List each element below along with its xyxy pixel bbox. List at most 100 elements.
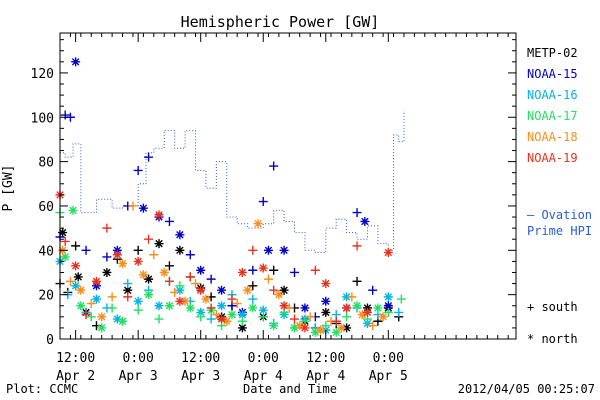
data-point-metp-02 <box>102 267 112 277</box>
data-point-noaa-19 <box>352 241 362 251</box>
data-point-metp-02 <box>58 228 68 238</box>
data-point-noaa-19 <box>300 323 310 333</box>
data-point-noaa-15 <box>71 57 81 67</box>
data-point-noaa-18 <box>159 267 169 277</box>
legend-ovation-line1: — Ovation <box>527 208 592 222</box>
data-point-metp-02 <box>237 323 247 333</box>
data-point-noaa-15 <box>138 203 148 213</box>
symbol-key-south: + south <box>527 300 578 314</box>
data-point-noaa-17 <box>118 316 128 326</box>
data-point-noaa-19 <box>185 272 195 282</box>
data-point-noaa-17 <box>107 303 117 313</box>
data-point-noaa-15 <box>196 265 206 275</box>
legend: METP-02 NOAA-15 NOAA-16 NOAA-17 NOAA-18 NOAA-… <box>527 46 592 346</box>
legend-entry-noaa-19: NOAA-19 <box>527 151 578 165</box>
data-point-noaa-15 <box>290 267 300 277</box>
x-tick-label-date: Apr 2 <box>56 369 95 384</box>
data-point-noaa-16 <box>383 292 393 302</box>
data-point-noaa-17 <box>290 323 300 333</box>
data-point-noaa-17 <box>60 252 70 262</box>
data-point-noaa-19 <box>290 314 300 324</box>
data-point-noaa-18 <box>180 296 190 306</box>
data-point-noaa-19 <box>81 310 91 320</box>
data-point-noaa-18 <box>357 310 367 320</box>
data-point-noaa-17 <box>175 281 185 291</box>
data-point-noaa-17 <box>154 314 164 324</box>
data-point-noaa-19 <box>383 248 393 258</box>
data-point-noaa-18 <box>86 299 96 309</box>
ovation-series <box>60 110 405 254</box>
data-point-metp-02 <box>342 323 352 333</box>
data-point-noaa-16 <box>71 281 81 291</box>
x-axis-label: Date and Time <box>243 382 337 396</box>
data-point-noaa-15 <box>258 197 268 207</box>
data-point-noaa-18 <box>336 323 346 333</box>
data-point-noaa-16 <box>237 310 247 320</box>
axes: 0 20 40 60 80 100 120 12:00 Apr 2 0:00 Apr 3 12:00 A… <box>31 32 517 384</box>
data-point-noaa-18 <box>222 316 232 326</box>
data-point-noaa-19 <box>144 234 154 244</box>
data-point-noaa-17 <box>164 301 174 311</box>
data-point-noaa-17 <box>144 290 154 300</box>
data-point-noaa-15 <box>263 245 273 255</box>
data-point-metp-02 <box>352 276 362 286</box>
data-point-noaa-15 <box>383 301 393 311</box>
data-point-noaa-18 <box>295 321 305 331</box>
data-point-noaa-15 <box>217 285 227 295</box>
data-point-noaa-18 <box>243 285 253 295</box>
data-point-noaa-17 <box>396 294 406 304</box>
data-point-noaa-19 <box>217 314 227 324</box>
x-tick-label-date: Apr 4 <box>244 369 283 384</box>
x-tick-label-time: 12:00 <box>181 351 220 366</box>
data-point-noaa-18 <box>378 312 388 322</box>
data-point-noaa-17 <box>383 307 393 317</box>
data-point-noaa-19 <box>248 245 258 255</box>
data-point-noaa-15 <box>368 285 378 295</box>
data-point-noaa-16 <box>258 305 268 315</box>
data-point-noaa-19 <box>123 292 133 302</box>
data-points <box>55 57 406 337</box>
data-point-noaa-15 <box>164 216 174 226</box>
data-point-noaa-19 <box>258 263 268 273</box>
data-point-noaa-17 <box>185 303 195 313</box>
y-tick-label: 100 <box>31 111 54 126</box>
data-point-noaa-18 <box>107 292 117 302</box>
data-point-noaa-19 <box>279 301 289 311</box>
y-tick-label: 0 <box>46 333 54 348</box>
data-point-noaa-17 <box>237 316 247 326</box>
data-point-noaa-15 <box>144 152 154 162</box>
data-point-noaa-15 <box>206 274 216 284</box>
x-tick-label-date: Apr 3 <box>181 369 220 384</box>
plot-timestamp: 2012/04/05 00:25:07 <box>458 382 595 396</box>
legend-entry-noaa-18: NOAA-18 <box>527 130 578 144</box>
data-point-noaa-15 <box>133 165 143 175</box>
x-tick-label-time: 0:00 <box>123 351 154 366</box>
data-point-metp-02 <box>73 272 83 282</box>
data-point-noaa-17 <box>258 312 268 322</box>
data-point-noaa-18 <box>138 270 148 280</box>
data-point-metp-02 <box>154 239 164 249</box>
data-point-noaa-19 <box>164 276 174 286</box>
data-point-noaa-18 <box>118 259 128 269</box>
data-point-noaa-18 <box>97 312 107 322</box>
x-tick-label-date: Apr 5 <box>369 369 408 384</box>
data-point-noaa-17 <box>248 303 258 313</box>
data-point-noaa-19 <box>269 285 279 295</box>
data-point-noaa-15 <box>185 250 195 260</box>
data-point-noaa-18 <box>190 279 200 289</box>
legend-entry-noaa-16: NOAA-16 <box>527 88 578 102</box>
data-point-noaa-15 <box>248 265 258 275</box>
data-point-noaa-17 <box>342 312 352 322</box>
x-tick-label-time: 12:00 <box>56 351 95 366</box>
data-point-noaa-17 <box>321 321 331 331</box>
data-point-noaa-18 <box>347 292 357 302</box>
data-point-noaa-16 <box>217 301 227 311</box>
data-point-noaa-19 <box>227 294 237 304</box>
data-point-noaa-17 <box>269 321 279 331</box>
data-point-noaa-18 <box>305 312 315 322</box>
x-tick-label-date: Apr 3 <box>119 369 158 384</box>
data-point-noaa-17 <box>133 305 143 315</box>
data-point-noaa-15 <box>300 303 310 313</box>
y-axis-label: P [GW] <box>1 165 16 212</box>
